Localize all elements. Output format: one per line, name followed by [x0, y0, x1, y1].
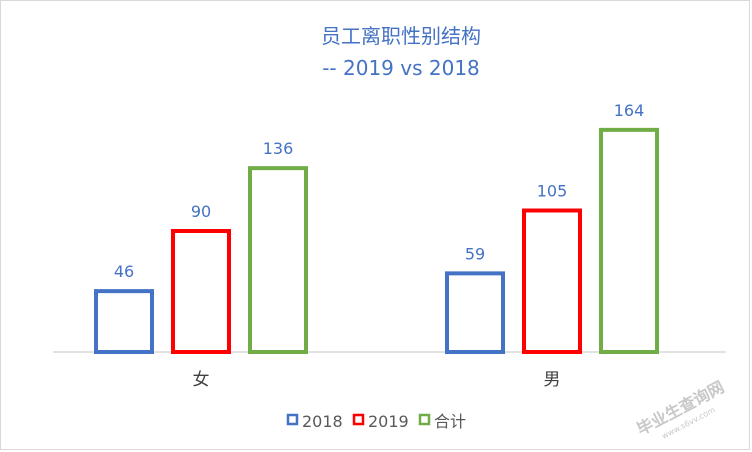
bar-女-2018 [94, 289, 154, 354]
data-label-女-2018: 46 [114, 262, 134, 281]
bar-女-合计 [248, 166, 308, 354]
data-label-男-合计: 164 [614, 101, 645, 120]
legend-label-2018: 2018 [302, 412, 343, 431]
data-label-男-2018: 59 [465, 244, 485, 263]
data-labels-layer: 46 90 136 59 105 164 [114, 101, 644, 281]
data-label-女-2019: 90 [191, 202, 211, 221]
bar-女-2019 [171, 229, 231, 354]
watermark: 毕业生查询网 www.s6vv.com [634, 377, 728, 441]
bar-男-2018 [445, 271, 505, 354]
bar-男-2019 [522, 208, 582, 354]
legend-label-合计: 合计 [434, 412, 466, 431]
bar-男-合计 [599, 127, 659, 354]
legend: 2018 2019 合计 [286, 412, 466, 431]
category-label: 男 [544, 370, 561, 390]
chart-subtitle: -- 2019 vs 2018 [322, 56, 480, 80]
data-label-男-2019: 105 [537, 182, 568, 201]
data-label-女-合计: 136 [263, 139, 294, 158]
chart-title: 员工离职性别结构 [321, 24, 481, 48]
legend-swatch-合计 [418, 413, 431, 426]
legend-swatch-2019 [352, 413, 365, 426]
category-label: 女 [193, 370, 210, 390]
category-labels-layer: 女男 [193, 370, 561, 390]
legend-label-2019: 2019 [368, 412, 409, 431]
bars-layer [94, 127, 659, 354]
legend-swatch-2018 [286, 413, 299, 426]
